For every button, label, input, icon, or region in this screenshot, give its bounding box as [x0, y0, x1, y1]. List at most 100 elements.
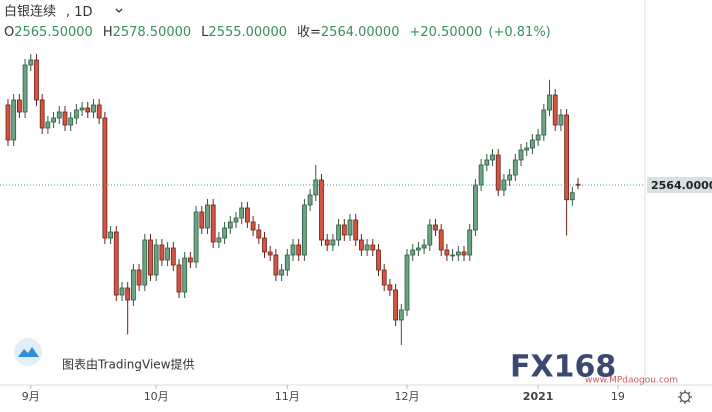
- candle-body: [336, 224, 341, 241]
- candle-body: [16, 99, 22, 113]
- candle-body: [535, 134, 541, 141]
- candle-body: [530, 139, 535, 149]
- candle-body: [136, 269, 142, 286]
- candle-body: [501, 179, 507, 191]
- candle-body: [558, 114, 564, 126]
- candle-body: [370, 244, 376, 251]
- candle-body: [222, 227, 227, 239]
- tv-logo: [14, 338, 42, 366]
- candle-body: [68, 117, 74, 126]
- candle-body: [113, 231, 119, 296]
- candle-body: [524, 147, 530, 151]
- candle-body: [416, 247, 421, 251]
- candle-body: [319, 179, 324, 241]
- x-tick-label: 10月: [144, 390, 169, 403]
- candle-body: [467, 229, 473, 256]
- candle-body: [324, 239, 330, 246]
- candle-body: [279, 269, 284, 276]
- candle-body: [119, 287, 125, 296]
- candle-body: [484, 159, 490, 166]
- candle-body: [353, 219, 359, 241]
- candle-body: [62, 111, 68, 126]
- candle-body: [34, 59, 39, 101]
- ohlc-key: 收=: [297, 25, 321, 40]
- candle-body: [478, 164, 484, 186]
- ohlc-key: H: [103, 25, 113, 40]
- candle-body: [359, 239, 364, 251]
- ohlc-value: 2565.50000: [14, 25, 93, 40]
- candle-body: [393, 289, 399, 321]
- candle-body: [284, 254, 290, 271]
- candle-body: [461, 251, 467, 256]
- candle-body: [552, 94, 558, 126]
- candle-body: [473, 184, 478, 231]
- candle-body: [364, 244, 370, 251]
- candle-body: [102, 117, 108, 239]
- plot: [5, 54, 581, 345]
- candle-body: [239, 207, 245, 219]
- candle-body: [547, 94, 552, 111]
- candle-body: [262, 237, 267, 253]
- x-tick-label: 19: [611, 390, 625, 403]
- change: +20.50000: [409, 25, 482, 40]
- symbol: 白银连续: [4, 4, 56, 20]
- candle-body: [398, 309, 404, 321]
- candle-body: [39, 99, 45, 129]
- candle-body: [307, 194, 313, 206]
- candle-body: [410, 249, 416, 256]
- candle-body: [125, 287, 131, 301]
- candle-body: [153, 244, 159, 276]
- candle-body: [455, 251, 461, 256]
- ohlc-value: 2564.00000: [321, 25, 400, 40]
- candle-body: [313, 179, 319, 196]
- watermark-url: www.MPdaogou.com: [585, 376, 678, 386]
- candle-body: [165, 247, 170, 261]
- x-tick-label: 12月: [395, 390, 420, 403]
- candle-body: [45, 121, 51, 129]
- candle-body: [541, 109, 547, 136]
- candle-body: [495, 154, 501, 191]
- candle-body: [302, 204, 307, 256]
- candle-body: [108, 231, 113, 239]
- interval[interactable]: , 1D: [66, 5, 93, 20]
- candle-body: [267, 251, 273, 256]
- candle-body: [85, 107, 91, 113]
- ohlc-value: 2555.00000: [208, 25, 287, 40]
- candle-body: [170, 247, 176, 266]
- interval-value: 1D: [74, 5, 92, 20]
- candle-body: [233, 217, 239, 223]
- ohlc-legend: O2565.50000 H2578.50000 L2555.00000 收=2564.…: [4, 25, 551, 40]
- x-tick-label: 11月: [275, 390, 300, 403]
- candle-body: [404, 254, 410, 311]
- candle-body: [210, 204, 216, 243]
- candle-body: [73, 109, 79, 119]
- settings-icon[interactable]: [678, 390, 692, 404]
- candle-body: [330, 239, 336, 246]
- candle-body: [142, 239, 148, 286]
- watermark: FX168: [510, 350, 616, 385]
- candle-body: [507, 174, 513, 181]
- candle-body: [199, 211, 205, 229]
- candle-body: [159, 244, 165, 261]
- candle-body: [91, 104, 96, 113]
- candle-body: [490, 154, 495, 161]
- candle-body: [564, 114, 570, 201]
- candle-body: [450, 254, 456, 257]
- candle-body: [130, 269, 136, 301]
- candle-body: [22, 64, 28, 113]
- attribution: 图表由TradingView提供: [62, 357, 195, 372]
- candle-body: [5, 104, 11, 141]
- candle-body: [56, 111, 62, 119]
- x-tick-label: 9月: [22, 390, 40, 403]
- candle-body: [290, 244, 296, 256]
- candle-body: [205, 204, 210, 229]
- candle-body: [273, 254, 279, 276]
- candle-body: [512, 159, 518, 176]
- interval-chevron[interactable]: [115, 8, 123, 13]
- candle-body: [193, 211, 199, 263]
- candle-body: [11, 99, 17, 141]
- candle-body: [256, 229, 262, 239]
- candle-body: [79, 107, 85, 111]
- candle-body: [387, 284, 393, 291]
